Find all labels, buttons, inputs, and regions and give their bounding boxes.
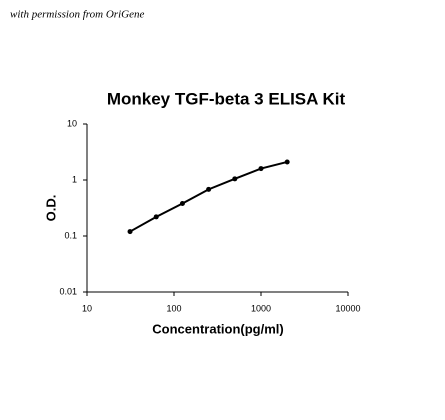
data-point (127, 229, 133, 235)
y-tick-label: 0.01 (59, 286, 77, 296)
data-point (258, 166, 264, 172)
y-tick-label: 10 (67, 118, 77, 128)
fit-line (129, 160, 288, 233)
data-point (232, 176, 238, 182)
y-tick-label: 0.1 (64, 230, 77, 240)
data-point (179, 201, 185, 207)
x-tick-label: 10000 (335, 303, 360, 313)
x-tick-label: 100 (166, 303, 181, 313)
y-axis-label: O.D. (43, 195, 58, 222)
x-tick-label: 1000 (251, 303, 271, 313)
y-tick-label: 1 (72, 174, 77, 184)
data-point (284, 159, 290, 165)
data-point (153, 214, 159, 220)
x-tick-label: 10 (82, 303, 92, 313)
x-axis-label: Concentration(pg/ml) (152, 321, 283, 336)
chart-title: Monkey TGF-beta 3 ELISA Kit (107, 89, 346, 108)
data-point (206, 186, 212, 192)
annotation: with permission from OriGene (10, 9, 144, 21)
